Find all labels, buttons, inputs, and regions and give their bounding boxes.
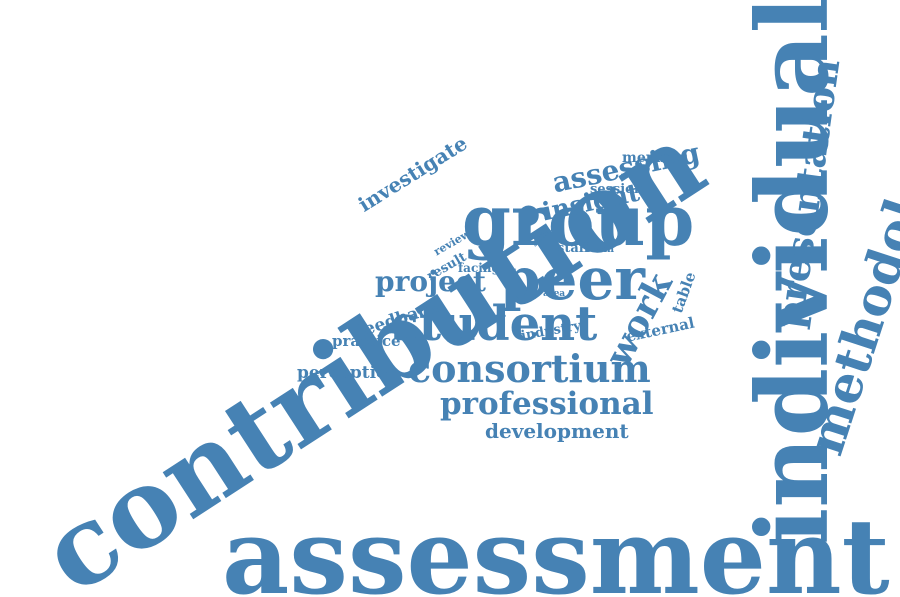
word-staff: staff: [557, 241, 590, 256]
word-session: session: [590, 182, 644, 197]
word-team: team: [586, 244, 615, 255]
word-facing: facing: [458, 261, 500, 275]
word-assessment: assessment: [222, 495, 890, 597]
word-practice: practice: [332, 332, 401, 350]
word-development: development: [485, 419, 629, 443]
word-group: group: [462, 179, 695, 262]
word-investigate: investigate: [353, 130, 472, 217]
word-student: student: [392, 296, 598, 352]
word-peer: peer: [500, 245, 645, 313]
word-perception: perception: [297, 363, 400, 383]
word-area: area: [543, 289, 566, 299]
word-professional: professional: [440, 386, 654, 422]
word-member: member: [622, 150, 687, 166]
word-table: table: [668, 269, 700, 316]
word-consortium: consortium: [408, 346, 651, 391]
word-project: project: [375, 265, 486, 298]
